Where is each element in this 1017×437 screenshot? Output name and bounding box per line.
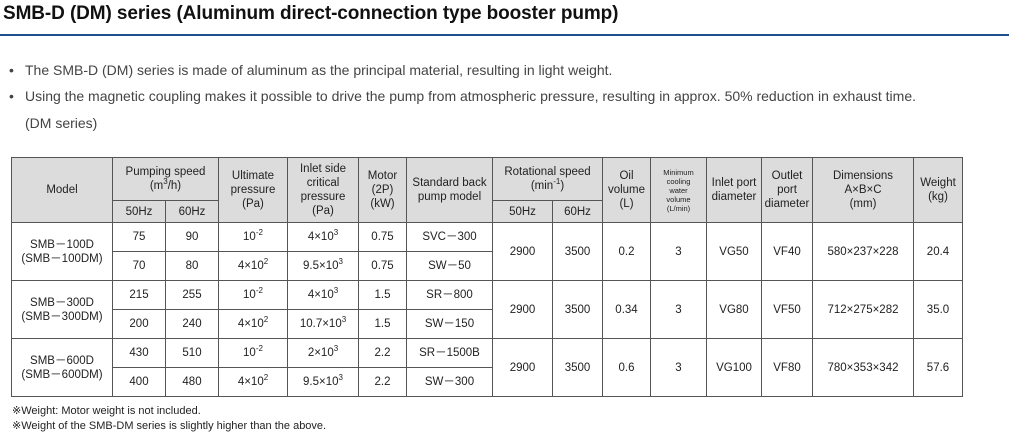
header-weight: Weight (kg)	[913, 157, 963, 223]
backing-pump: SW－150	[406, 309, 493, 339]
speed-60hz: 510	[165, 338, 219, 368]
feature-item: • The SMB-D (DM) series is made of alumi…	[0, 60, 1010, 80]
table-row: 200 240 4×102 10.7×103 1.5 SW－150	[12, 309, 963, 339]
header-rotational-speed: Rotational speed (min-1)	[492, 157, 603, 201]
weight: 57.6	[913, 338, 963, 397]
footnote: ※Weight of the SMB-DM series is slightly…	[12, 420, 327, 432]
header-ultimate-pressure: Ultimate pressure (Pa)	[218, 157, 288, 223]
weight: 35.0	[913, 280, 963, 339]
header-pumping-speed: Pumping speed (m3/h)	[112, 157, 219, 201]
inlet-port: VG80	[706, 280, 762, 339]
motor-kw: 0.75	[358, 222, 407, 252]
inlet-pressure: 4×103	[287, 280, 359, 310]
speed-60hz: 90	[165, 222, 219, 252]
speed-60hz: 480	[165, 367, 219, 397]
motor-kw: 2.2	[358, 338, 407, 368]
model-name: SMB－100D (SMB－100DM)	[11, 222, 113, 281]
header-oil-volume: Oil volume (L)	[602, 157, 651, 223]
header-motor: Motor (2P) (kW)	[358, 157, 407, 223]
rot-60hz: 3500	[552, 222, 603, 281]
rot-60hz: 3500	[552, 280, 603, 339]
model-name: SMB－300D (SMB－300DM)	[11, 280, 113, 339]
rot-60hz: 3500	[552, 338, 603, 397]
table-row: SMB－300D (SMB－300DM) 215 255 10-2 4×103 1…	[11, 280, 963, 339]
inlet-port: VG100	[706, 338, 762, 397]
spec-table: Model Pumping speed (m3/h) Ultimate press…	[11, 157, 963, 397]
backing-pump: SVC－300	[406, 222, 493, 252]
speed-60hz: 255	[165, 280, 219, 310]
speed-50hz: 75	[112, 222, 166, 252]
oil-volume: 0.2	[602, 222, 651, 281]
title-divider	[0, 34, 1009, 36]
cooling-water: 3	[650, 222, 707, 281]
motor-kw: 0.75	[358, 251, 407, 281]
rot-50hz: 2900	[492, 222, 553, 281]
table-row: 70 80 4×102 9.5×103 0.75 SW－50	[12, 251, 963, 281]
inlet-pressure: 2×103	[287, 338, 359, 368]
inlet-pressure: 4×103	[287, 222, 359, 252]
table-row: 400 480 4×102 9.5×103 2.2 SW－300	[12, 367, 963, 397]
backing-pump: SW－50	[406, 251, 493, 281]
header-model: Model	[11, 157, 113, 223]
ultimate-pressure: 4×102	[218, 367, 288, 397]
ultimate-pressure: 4×102	[218, 251, 288, 281]
ultimate-pressure: 4×102	[218, 309, 288, 339]
bullet-icon: •	[9, 62, 14, 78]
dimensions: 712×275×282	[812, 280, 914, 339]
rot-50hz: 2900	[492, 338, 553, 397]
ultimate-pressure: 10-2	[218, 280, 288, 310]
inlet-pressure: 9.5×103	[287, 251, 359, 281]
rot-50hz: 2900	[492, 280, 553, 339]
dimensions: 580×237×228	[812, 222, 914, 281]
inlet-port: VG50	[706, 222, 762, 281]
speed-50hz: 400	[112, 367, 166, 397]
ultimate-pressure: 10-2	[218, 222, 288, 252]
inlet-pressure: 9.5×103	[287, 367, 359, 397]
footnote: ※Weight: Motor weight is not included.	[12, 405, 201, 417]
motor-kw: 2.2	[358, 367, 407, 397]
cooling-water: 3	[650, 338, 707, 397]
oil-volume: 0.34	[602, 280, 651, 339]
inlet-pressure: 10.7×103	[287, 309, 359, 339]
dimensions: 780×353×342	[812, 338, 914, 397]
cooling-water: 3	[650, 280, 707, 339]
feature-text-continuation: (DM series)	[25, 115, 98, 131]
header-rot-60hz: 60Hz	[552, 200, 603, 223]
table-row: SMB－600D (SMB－600DM) 430 510 10-2 2×103 2…	[11, 338, 963, 397]
backing-pump: SW－300	[406, 367, 493, 397]
speed-60hz: 80	[165, 251, 219, 281]
oil-volume: 0.6	[602, 338, 651, 397]
motor-kw: 1.5	[358, 280, 407, 310]
speed-50hz: 430	[112, 338, 166, 368]
header-speed-60hz: 60Hz	[165, 200, 219, 223]
ultimate-pressure: 10-2	[218, 338, 288, 368]
feature-item: • Using the magnetic coupling makes it p…	[0, 86, 1010, 133]
weight: 20.4	[913, 222, 963, 281]
header-speed-50hz: 50Hz	[112, 200, 166, 223]
header-rot-50hz: 50Hz	[492, 200, 553, 223]
table-row: SMB－100D (SMB－100DM) 75 90 10-2 4×103 0.7…	[11, 222, 963, 281]
motor-kw: 1.5	[358, 309, 407, 339]
backing-pump: SR－800	[406, 280, 493, 310]
speed-60hz: 240	[165, 309, 219, 339]
header-inlet-port: Inlet port diameter	[706, 157, 762, 223]
outlet-port: VF80	[761, 338, 813, 397]
backing-pump: SR－1500B	[406, 338, 493, 368]
speed-50hz: 215	[112, 280, 166, 310]
header-outlet-port: Outlet port diameter	[761, 157, 813, 223]
page-title: SMB-D (DM) series (Aluminum direct-conne…	[3, 3, 619, 24]
speed-50hz: 70	[112, 251, 166, 281]
bullet-icon: •	[9, 88, 14, 104]
speed-50hz: 200	[112, 309, 166, 339]
outlet-port: VF50	[761, 280, 813, 339]
feature-text: The SMB-D (DM) series is made of aluminu…	[25, 62, 613, 78]
header-dimensions: Dimensions A×B×C (mm)	[812, 157, 914, 223]
feature-list: • The SMB-D (DM) series is made of alumi…	[0, 60, 1010, 139]
header-inlet-critical-pressure: Inlet side critical pressure (Pa)	[287, 157, 359, 223]
model-name: SMB－600D (SMB－600DM)	[11, 338, 113, 397]
header-backing-pump: Standard back pump model	[406, 157, 493, 223]
feature-text: Using the magnetic coupling makes it pos…	[25, 88, 917, 104]
header-cooling-water: Minimum cooling water volume (L/min)	[650, 157, 707, 223]
outlet-port: VF40	[761, 222, 813, 281]
